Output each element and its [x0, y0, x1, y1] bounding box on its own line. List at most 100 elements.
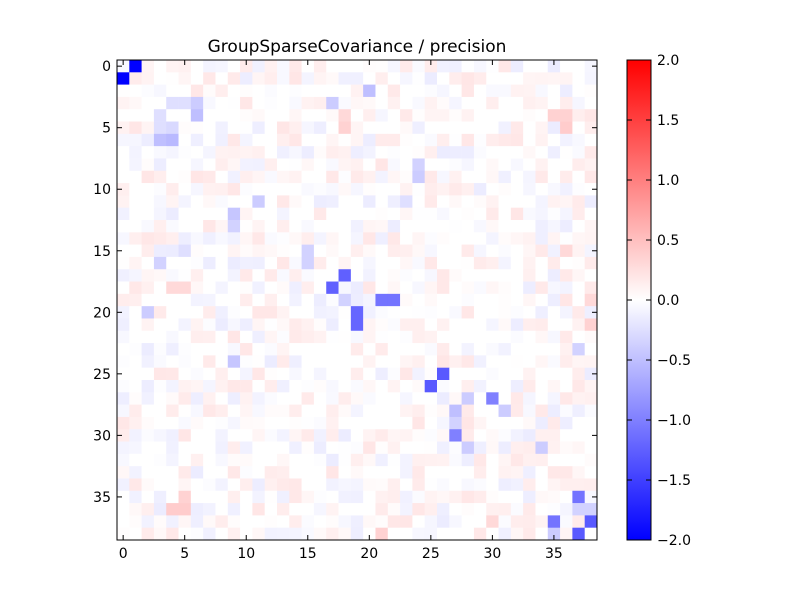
- heatmap-cell: [227, 478, 241, 492]
- heatmap-cell: [572, 121, 585, 135]
- heatmap-cell: [190, 453, 204, 467]
- heatmap-cell: [523, 355, 536, 368]
- heatmap-cell: [313, 306, 327, 319]
- heatmap-cell: [363, 429, 376, 442]
- heatmap-cell: [215, 256, 229, 270]
- heatmap-cell: [215, 355, 229, 368]
- heatmap-cell: [203, 195, 216, 208]
- heatmap-cell: [498, 343, 512, 356]
- heatmap-cell: [412, 490, 425, 504]
- heatmap-cell: [523, 343, 536, 356]
- heatmap-cell: [412, 343, 425, 356]
- heatmap-cell: [264, 453, 278, 467]
- heatmap-cell: [498, 256, 512, 270]
- heatmap-cell: [535, 478, 549, 492]
- heatmap-cell: [178, 490, 192, 504]
- heatmap-cell: [350, 293, 364, 307]
- heatmap-cell: [227, 330, 241, 344]
- heatmap-cell: [178, 355, 192, 368]
- heatmap-cell: [141, 330, 155, 344]
- heatmap-cell: [117, 269, 130, 282]
- heatmap-cell: [240, 84, 253, 98]
- heatmap-cell: [240, 404, 253, 418]
- heatmap-cell: [338, 207, 352, 221]
- heatmap-cell: [498, 527, 512, 541]
- heatmap-cell: [375, 330, 389, 344]
- heatmap-cell: [326, 478, 339, 492]
- heatmap-cell: [473, 256, 487, 270]
- y-tick-label: 25: [93, 367, 111, 383]
- heatmap-cell: [141, 84, 155, 98]
- heatmap-cell: [313, 84, 327, 98]
- heatmap-cell: [215, 232, 229, 245]
- heatmap-cell: [486, 466, 499, 479]
- heatmap-cell: [498, 281, 512, 295]
- heatmap-cell: [350, 220, 364, 233]
- heatmap-cell: [338, 355, 352, 368]
- heatmap-cell: [252, 306, 265, 319]
- heatmap-cell: [473, 392, 487, 405]
- heatmap-cell: [572, 367, 585, 381]
- heatmap-cell: [166, 109, 179, 122]
- heatmap-cell: [486, 429, 499, 442]
- heatmap-cell: [350, 416, 364, 430]
- heatmap-cell: [240, 478, 253, 492]
- heatmap-cell: [584, 404, 598, 418]
- heatmap-cell: [560, 183, 573, 196]
- heatmap-cell: [301, 60, 315, 73]
- heatmap-cell: [424, 343, 438, 356]
- heatmap-cell: [400, 453, 413, 467]
- heatmap-cell: [424, 72, 438, 85]
- heatmap-cell: [338, 416, 352, 430]
- heatmap-cell: [437, 195, 450, 208]
- heatmap-cell: [560, 515, 573, 528]
- heatmap-cell: [461, 429, 475, 442]
- heatmap-cell: [584, 256, 598, 270]
- heatmap-cell: [449, 256, 462, 270]
- heatmap-cell: [166, 330, 179, 344]
- heatmap-cell: [584, 158, 598, 172]
- heatmap-cell: [535, 195, 549, 208]
- heatmap-cell: [289, 318, 302, 332]
- heatmap-cell: [510, 380, 524, 393]
- heatmap-cell: [424, 503, 438, 516]
- heatmap-cell: [363, 146, 376, 159]
- heatmap-cell: [313, 244, 327, 258]
- heatmap-cell: [584, 293, 598, 307]
- heatmap-cell: [437, 318, 450, 332]
- heatmap-cell: [412, 158, 425, 172]
- heatmap-cell: [363, 515, 376, 528]
- heatmap-cell: [166, 146, 179, 159]
- heatmap-cell: [252, 220, 265, 233]
- heatmap-cell: [313, 429, 327, 442]
- heatmap-cell: [289, 527, 302, 541]
- heatmap-cell: [289, 293, 302, 307]
- heatmap-cell: [240, 170, 253, 184]
- heatmap-cell: [190, 232, 204, 245]
- heatmap-cell: [461, 220, 475, 233]
- colorbar-tick-label: −1.0: [657, 413, 691, 429]
- heatmap-cell: [338, 158, 352, 172]
- heatmap-cell: [510, 404, 524, 418]
- heatmap-cell: [338, 515, 352, 528]
- heatmap-cell: [326, 490, 339, 504]
- heatmap-cell: [486, 170, 499, 184]
- heatmap-cell: [350, 392, 364, 405]
- heatmap-cell: [141, 256, 155, 270]
- heatmap-cell: [166, 256, 179, 270]
- heatmap-cell: [535, 183, 549, 196]
- heatmap-cell: [153, 60, 167, 73]
- heatmap-cell: [424, 183, 438, 196]
- heatmap-cell: [375, 269, 389, 282]
- heatmap-cell: [313, 318, 327, 332]
- heatmap-cell: [375, 121, 389, 135]
- heatmap-cell: [412, 441, 425, 455]
- heatmap-cell: [535, 170, 549, 184]
- heatmap-cell: [178, 466, 192, 479]
- heatmap-cell: [375, 343, 389, 356]
- heatmap-cell: [461, 84, 475, 98]
- heatmap-cell: [190, 441, 204, 455]
- heatmap-cell: [289, 158, 302, 172]
- heatmap-cell: [203, 232, 216, 245]
- heatmap-cell: [141, 158, 155, 172]
